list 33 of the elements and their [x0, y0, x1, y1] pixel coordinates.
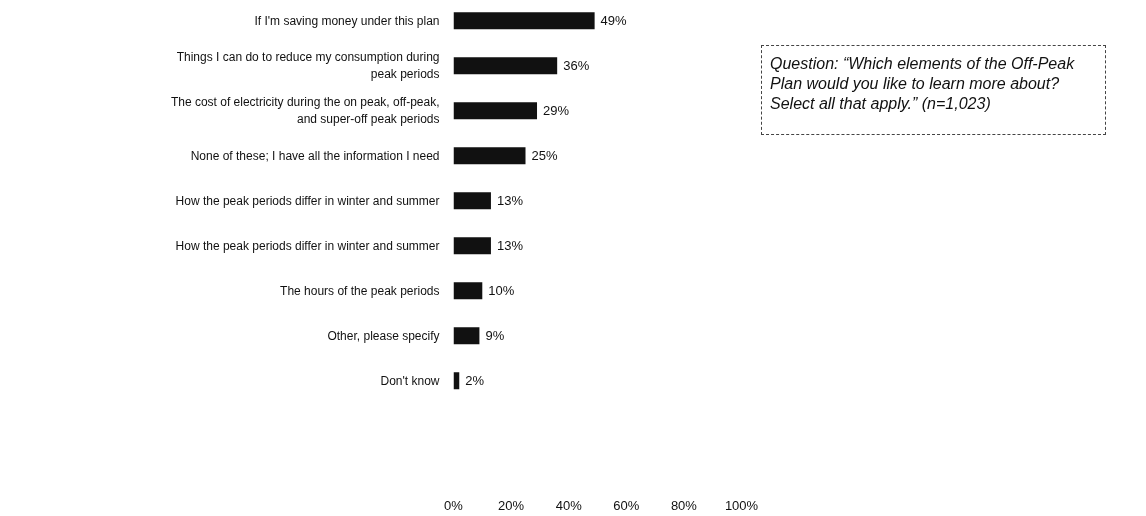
data-label: 25% — [531, 148, 558, 164]
y-tick-label: None of these; I have all the information I need — [190, 148, 440, 163]
x-tick-label: 0% — [444, 497, 464, 513]
bar — [453, 327, 480, 345]
bar — [453, 57, 558, 75]
x-tick-label: 60% — [613, 497, 640, 513]
bar — [453, 102, 538, 120]
bar — [453, 12, 595, 30]
x-tick-label: 20% — [498, 497, 525, 513]
y-tick-label: How the peak periods differ in winter and summer — [175, 193, 440, 208]
y-tick-label: If I'm saving money under this plan — [254, 13, 440, 28]
data-label: 13% — [496, 238, 524, 254]
data-label: 29% — [543, 103, 570, 119]
bar — [453, 282, 483, 300]
y-tick-label: Things I can do to reduce my consumption during peak periods — [176, 50, 440, 82]
x-tick-label: 40% — [555, 497, 583, 513]
y-tick-label: Don't know — [380, 373, 440, 388]
y-tick-label: The hours of the peak periods — [280, 283, 440, 298]
bar — [453, 192, 491, 210]
data-label: 2% — [465, 373, 485, 389]
bar — [453, 237, 491, 255]
data-label: 9% — [485, 328, 505, 344]
x-tick-label: 80% — [670, 497, 698, 513]
bar — [453, 147, 526, 165]
y-tick-label: How the peak periods differ in winter and summer — [175, 238, 440, 253]
data-label: 13% — [496, 193, 524, 209]
data-label: 10% — [488, 283, 515, 299]
text: Question: “Which elements of the Off-Peak Plan would you like to learn more about? Select all that apply.” (n=1,023) — [770, 54, 1075, 114]
y-tick-label: Other, please specify — [327, 328, 440, 343]
data-label: 36% — [563, 58, 590, 74]
x-tick-label: 100% — [724, 497, 759, 513]
y-tick-label: The cost of electricity during the on peak, off-peak, and super-off peak periods — [170, 95, 440, 127]
data-label: 49% — [600, 13, 628, 29]
